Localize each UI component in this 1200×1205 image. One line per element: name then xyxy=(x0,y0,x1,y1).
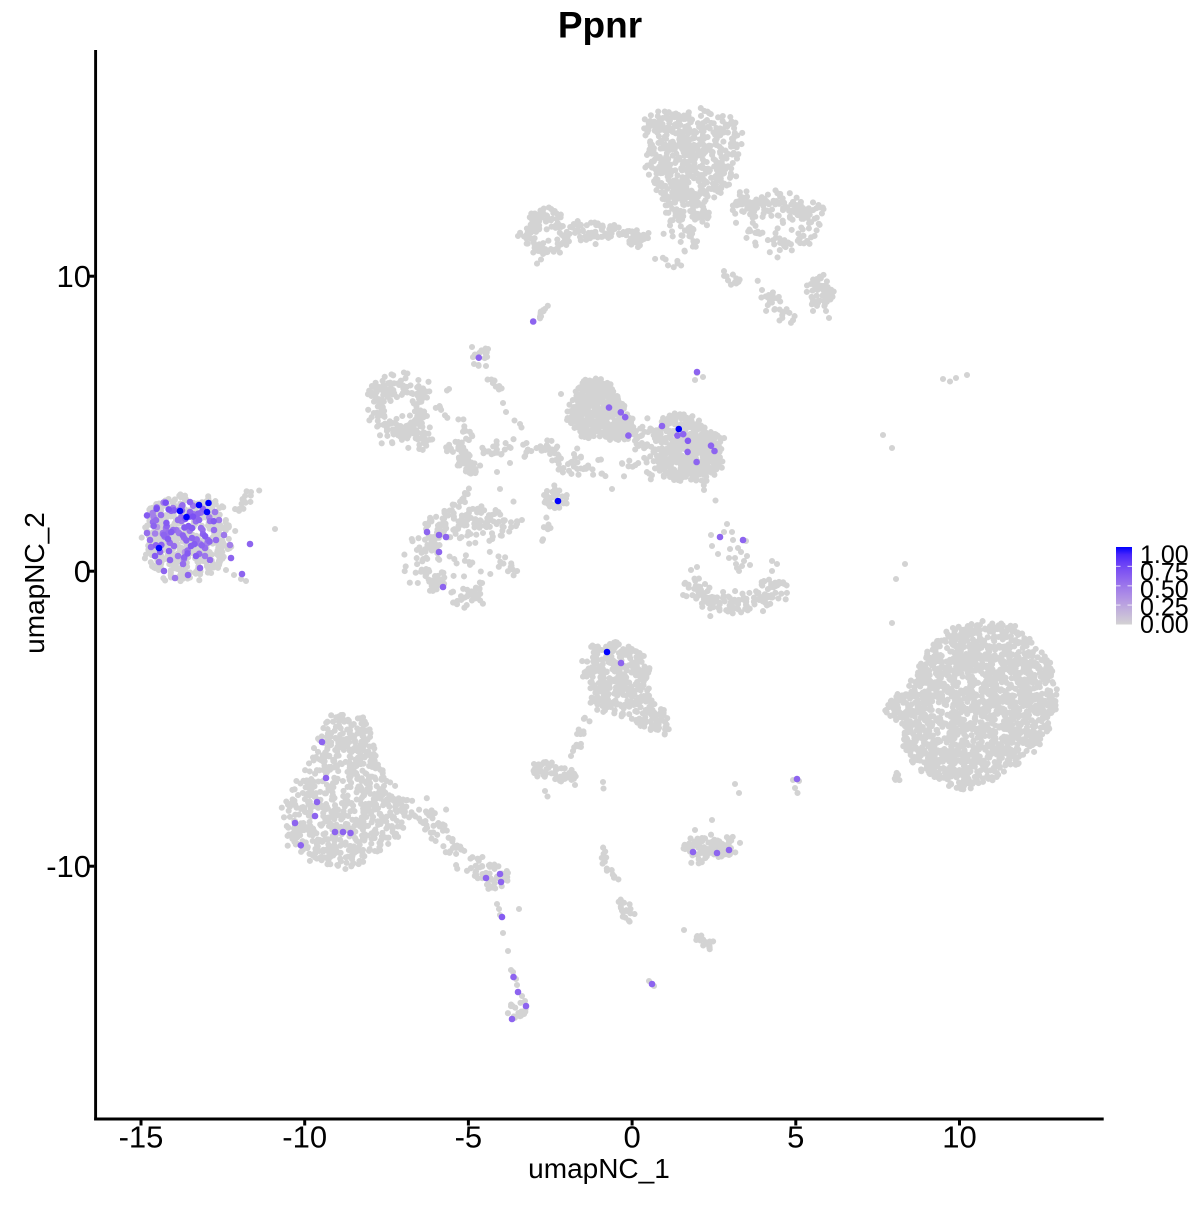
svg-text:0: 0 xyxy=(74,554,91,589)
svg-text:umapNC_2: umapNC_2 xyxy=(19,512,50,654)
svg-text:10: 10 xyxy=(57,259,91,294)
svg-text:0: 0 xyxy=(623,1120,640,1155)
svg-text:0.75: 0.75 xyxy=(1140,559,1189,587)
svg-text:-10: -10 xyxy=(46,849,91,884)
svg-text:5: 5 xyxy=(787,1120,804,1155)
svg-text:umapNC_1: umapNC_1 xyxy=(528,1153,670,1184)
svg-text:-15: -15 xyxy=(119,1120,164,1155)
svg-text:0.00: 0.00 xyxy=(1140,611,1189,639)
svg-text:0.25: 0.25 xyxy=(1140,594,1189,622)
svg-text:-10: -10 xyxy=(282,1120,327,1155)
svg-text:1.00: 1.00 xyxy=(1140,541,1189,569)
svg-text:0.50: 0.50 xyxy=(1140,576,1189,604)
svg-text:10: 10 xyxy=(942,1120,976,1155)
svg-text:-5: -5 xyxy=(455,1120,483,1155)
svg-text:Ppnr: Ppnr xyxy=(558,5,642,46)
